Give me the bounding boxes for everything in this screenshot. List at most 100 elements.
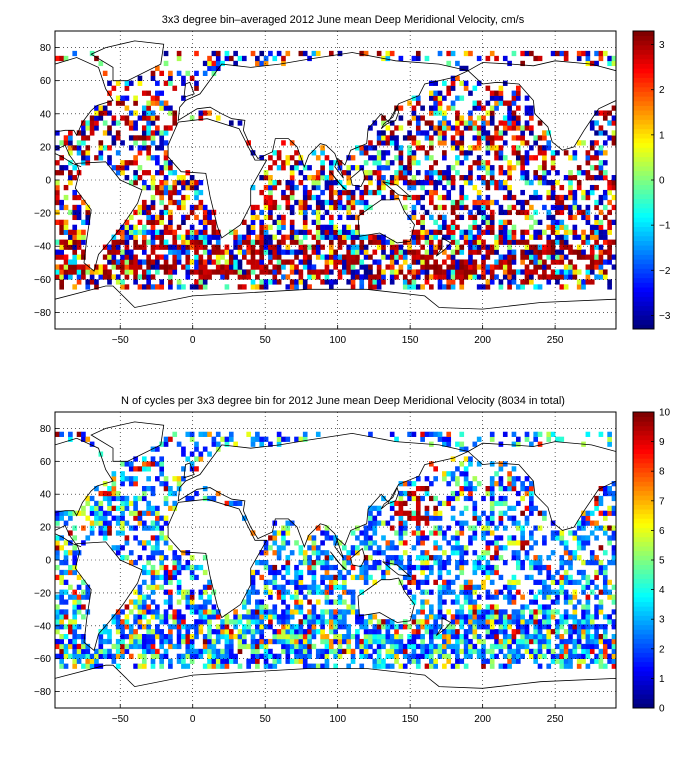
bin-cell [424, 574, 430, 581]
bin-cell [494, 569, 499, 576]
bin-cell [376, 658, 382, 664]
bin-cell [533, 609, 539, 615]
bin-cell [315, 648, 321, 655]
bin-cell [255, 624, 260, 630]
bin-cell [385, 165, 391, 171]
bin-cell [420, 130, 425, 136]
bin-cell [359, 569, 365, 576]
bin-cell [585, 599, 591, 605]
bin-cell [511, 194, 517, 201]
bin-cell [611, 545, 616, 551]
bin-cell [250, 224, 256, 230]
bin-cell [181, 180, 186, 186]
bin-cell [250, 50, 256, 57]
bin-cell [476, 105, 482, 111]
bin-cell [489, 476, 495, 482]
bin-cell [607, 614, 612, 620]
bin-cell [515, 150, 521, 156]
bin-cell [285, 604, 291, 610]
bin-cell [102, 653, 108, 659]
bin-cell [494, 239, 499, 245]
bin-cell [159, 189, 165, 196]
bin-cell [446, 495, 452, 502]
bin-cell [355, 224, 360, 230]
bin-cell [250, 638, 256, 645]
bin-cell [459, 461, 465, 467]
bin-cell [324, 229, 330, 235]
bin-cell [537, 120, 543, 126]
bin-cell [237, 629, 243, 635]
bin-cell [159, 614, 165, 620]
bin-cell [311, 564, 317, 571]
bin-cell [281, 214, 286, 221]
bin-cell [459, 234, 465, 240]
bin-cell [220, 60, 225, 67]
bin-cell [324, 535, 330, 541]
bin-cell [415, 535, 421, 541]
bin-cell [459, 490, 465, 497]
bin-cell [585, 579, 591, 585]
bin-cell [511, 520, 517, 526]
bin-cell [163, 189, 169, 196]
bin-cell [511, 609, 517, 615]
bin-cell [450, 180, 456, 186]
bin-cell [68, 624, 73, 630]
bin-cell [594, 614, 599, 620]
bin-cell [389, 515, 395, 521]
bin-cell [476, 125, 482, 131]
bin-cell [302, 50, 308, 57]
bin-cell [363, 564, 369, 571]
bin-cell [542, 175, 547, 181]
y-tick-label: 40 [40, 109, 52, 120]
bin-cell [215, 259, 221, 265]
bin-cell [459, 175, 465, 181]
bin-cell [315, 249, 321, 255]
bin-cell [502, 259, 508, 265]
bin-cell [376, 130, 382, 136]
bin-cell [524, 619, 530, 625]
bin-cell [446, 284, 452, 290]
bin-cell [468, 624, 473, 630]
bin-cell [311, 50, 317, 57]
bin-cell [72, 244, 78, 250]
bin-cell [307, 535, 312, 541]
bin-cell [233, 441, 238, 447]
bin-cell [407, 490, 412, 497]
bin-cell [211, 60, 217, 67]
bin-cell [372, 234, 378, 240]
bin-cell [437, 510, 443, 516]
bin-cell [363, 653, 369, 659]
bin-cell [233, 50, 238, 57]
bin-cell [189, 259, 195, 265]
bin-cell [172, 199, 178, 206]
bin-cell [137, 75, 143, 81]
bin-cell [146, 279, 151, 285]
bin-cell [337, 254, 343, 260]
bin-cell [289, 520, 295, 526]
bin-cell [259, 560, 265, 566]
bin-cell [311, 629, 317, 635]
bin-cell [268, 175, 273, 181]
bin-cell [607, 209, 612, 216]
bin-cell [320, 624, 325, 630]
bin-cell [328, 219, 334, 225]
bin-cell [437, 239, 443, 245]
bin-cell [537, 244, 543, 250]
bin-cell [146, 254, 151, 260]
bin-cell [489, 629, 495, 635]
bin-cell [237, 284, 243, 290]
bin-cell [320, 540, 325, 546]
bin-cell [285, 50, 291, 57]
bin-cell [328, 50, 334, 57]
bin-cell [289, 165, 295, 171]
bin-cell [224, 500, 230, 507]
bin-cell [472, 269, 478, 275]
bin-cell [94, 269, 99, 275]
bin-cell [463, 234, 469, 240]
bin-cell [542, 564, 547, 571]
bin-cell [150, 643, 156, 650]
bin-cell [302, 249, 308, 255]
bin-cell [394, 653, 399, 659]
bin-cell [315, 653, 321, 659]
bin-cell [259, 638, 265, 645]
